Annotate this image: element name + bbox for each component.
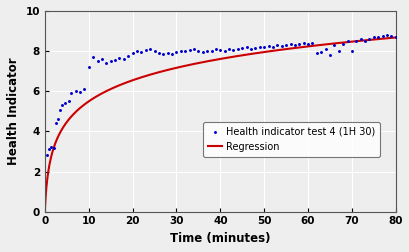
Regression <box>392 36 397 39</box>
Health indicator test 4 (1H 30) <box>177 49 184 53</box>
Health indicator test 4 (1H 30) <box>129 51 135 55</box>
Health indicator test 4 (1H 30) <box>52 121 59 125</box>
Health indicator test 4 (1H 30) <box>357 37 363 41</box>
Health indicator test 4 (1H 30) <box>186 48 193 52</box>
Health indicator test 4 (1H 30) <box>361 39 367 43</box>
Health indicator test 4 (1H 30) <box>99 57 105 61</box>
Health indicator test 4 (1H 30) <box>317 50 324 54</box>
Health indicator test 4 (1H 30) <box>321 47 328 51</box>
Health indicator test 4 (1H 30) <box>81 87 88 91</box>
Health indicator test 4 (1H 30) <box>133 49 140 53</box>
Health indicator test 4 (1H 30) <box>125 54 131 58</box>
Health indicator test 4 (1H 30) <box>282 43 289 47</box>
Health indicator test 4 (1H 30) <box>370 35 376 39</box>
Health indicator test 4 (1H 30) <box>160 52 166 56</box>
Health indicator test 4 (1H 30) <box>304 42 310 46</box>
Health indicator test 4 (1H 30) <box>229 48 236 52</box>
Health indicator test 4 (1H 30) <box>273 43 280 47</box>
Health indicator test 4 (1H 30) <box>65 99 72 103</box>
Health indicator test 4 (1H 30) <box>234 47 240 51</box>
Health indicator test 4 (1H 30) <box>44 153 50 158</box>
Health indicator test 4 (1H 30) <box>256 45 263 49</box>
Health indicator test 4 (1H 30) <box>61 101 68 105</box>
Health indicator test 4 (1H 30) <box>173 50 179 54</box>
Health indicator test 4 (1H 30) <box>295 42 302 46</box>
Health indicator test 4 (1H 30) <box>169 52 175 56</box>
Regression <box>78 106 83 109</box>
Health indicator test 4 (1H 30) <box>90 55 96 59</box>
Health indicator test 4 (1H 30) <box>50 146 57 150</box>
Health indicator test 4 (1H 30) <box>269 45 276 49</box>
Health indicator test 4 (1H 30) <box>112 58 118 62</box>
Health indicator test 4 (1H 30) <box>55 117 61 121</box>
Health indicator test 4 (1H 30) <box>348 49 354 53</box>
Health indicator test 4 (1H 30) <box>391 35 398 39</box>
Health indicator test 4 (1H 30) <box>278 44 284 48</box>
Health indicator test 4 (1H 30) <box>243 45 249 49</box>
Health indicator test 4 (1H 30) <box>287 42 293 46</box>
Line: Regression: Regression <box>45 38 395 210</box>
Health indicator test 4 (1H 30) <box>313 51 319 55</box>
Health indicator test 4 (1H 30) <box>155 51 162 55</box>
Regression <box>184 64 189 67</box>
Health indicator test 4 (1H 30) <box>326 53 333 57</box>
Health indicator test 4 (1H 30) <box>57 108 63 112</box>
Health indicator test 4 (1H 30) <box>146 47 153 51</box>
Health indicator test 4 (1H 30) <box>225 47 232 51</box>
Health indicator test 4 (1H 30) <box>387 34 394 38</box>
Health indicator test 4 (1H 30) <box>252 46 258 50</box>
Regression <box>315 44 320 47</box>
Health indicator test 4 (1H 30) <box>94 59 101 63</box>
Health indicator test 4 (1H 30) <box>335 49 341 53</box>
Health indicator test 4 (1H 30) <box>374 35 381 39</box>
Health indicator test 4 (1H 30) <box>378 34 385 38</box>
Health indicator test 4 (1H 30) <box>85 65 92 69</box>
Health indicator test 4 (1H 30) <box>68 91 74 95</box>
Health indicator test 4 (1H 30) <box>352 39 359 43</box>
Health indicator test 4 (1H 30) <box>216 48 223 52</box>
Health indicator test 4 (1H 30) <box>247 47 254 51</box>
Health indicator test 4 (1H 30) <box>142 48 149 52</box>
Health indicator test 4 (1H 30) <box>339 42 346 46</box>
Health indicator test 4 (1H 30) <box>300 41 306 45</box>
Health indicator test 4 (1H 30) <box>291 43 297 47</box>
Health indicator test 4 (1H 30) <box>107 59 114 63</box>
Regression <box>321 43 326 46</box>
Health indicator test 4 (1H 30) <box>221 49 227 53</box>
Regression <box>283 48 288 51</box>
Health indicator test 4 (1H 30) <box>199 50 206 54</box>
Health indicator test 4 (1H 30) <box>138 50 144 54</box>
Health indicator test 4 (1H 30) <box>151 49 157 53</box>
Health indicator test 4 (1H 30) <box>212 47 219 51</box>
Health indicator test 4 (1H 30) <box>238 46 245 50</box>
Health indicator test 4 (1H 30) <box>48 145 54 149</box>
Regression <box>196 61 201 64</box>
Health indicator test 4 (1H 30) <box>72 89 79 93</box>
Health indicator test 4 (1H 30) <box>103 61 109 65</box>
Health indicator test 4 (1H 30) <box>120 57 127 61</box>
Health indicator test 4 (1H 30) <box>265 44 271 48</box>
Health indicator test 4 (1H 30) <box>208 49 214 53</box>
Y-axis label: Health Indicator: Health Indicator <box>7 57 20 165</box>
Health indicator test 4 (1H 30) <box>59 103 65 107</box>
Health indicator test 4 (1H 30) <box>164 51 171 55</box>
X-axis label: Time (minutes): Time (minutes) <box>170 232 270 245</box>
Health indicator test 4 (1H 30) <box>76 90 83 94</box>
Health indicator test 4 (1H 30) <box>308 41 315 45</box>
Legend: Health indicator test 4 (1H 30), Regression: Health indicator test 4 (1H 30), Regress… <box>202 122 380 156</box>
Health indicator test 4 (1H 30) <box>365 37 372 41</box>
Health indicator test 4 (1H 30) <box>260 45 267 49</box>
Health indicator test 4 (1H 30) <box>195 49 201 53</box>
Health indicator test 4 (1H 30) <box>182 49 188 53</box>
Health indicator test 4 (1H 30) <box>203 49 210 53</box>
Health indicator test 4 (1H 30) <box>116 56 122 60</box>
Health indicator test 4 (1H 30) <box>190 47 197 51</box>
Health indicator test 4 (1H 30) <box>330 43 337 47</box>
Health indicator test 4 (1H 30) <box>344 39 350 43</box>
Regression <box>43 209 47 212</box>
Health indicator test 4 (1H 30) <box>383 33 389 37</box>
Health indicator test 4 (1H 30) <box>46 147 52 151</box>
